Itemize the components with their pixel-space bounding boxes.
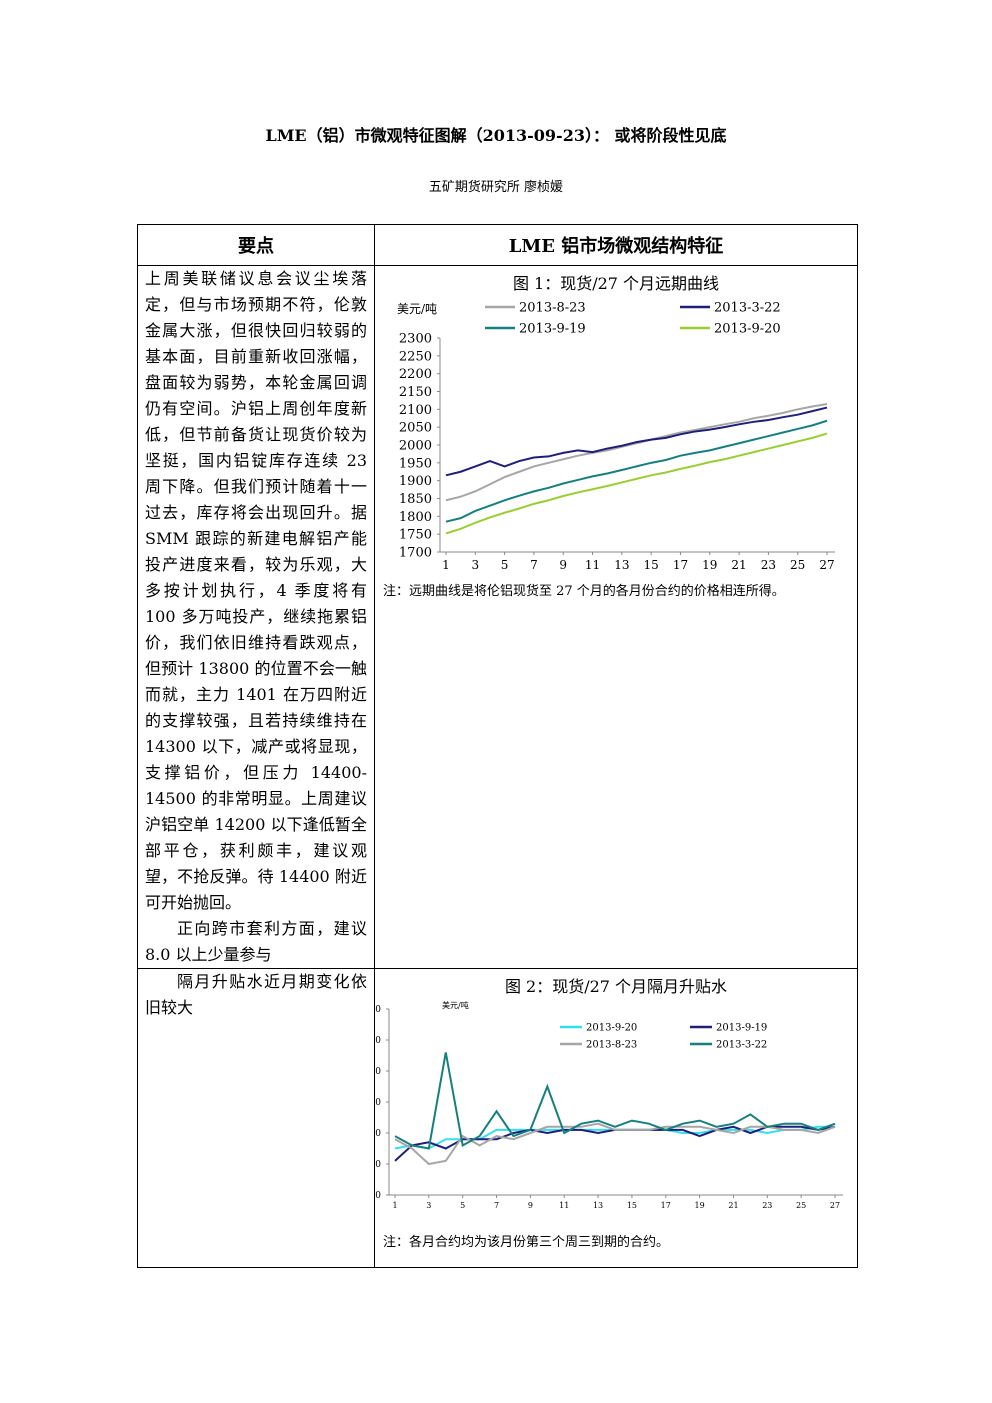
legend-label: 2013-8-23 (586, 1040, 637, 1051)
x-tick-label: 5 (460, 1201, 465, 1210)
y-tick-label: 20 (375, 1036, 381, 1046)
x-tick-label: 23 (761, 558, 776, 572)
x-tick-label: 27 (830, 1201, 840, 1210)
x-tick-label: 19 (702, 558, 717, 572)
series-line (445, 432, 828, 535)
y-tick-label: 1900 (399, 474, 432, 489)
y-tick-label: 2000 (399, 439, 432, 454)
paragraph: 隔月升贴水近月期变化依旧较大 (145, 972, 367, 1017)
y-tick-label: 10 (375, 1067, 381, 1077)
x-tick-label: 21 (728, 1201, 738, 1210)
y-tick-label: 2300 (399, 332, 432, 347)
y-tick-label: 1950 (399, 456, 432, 471)
figure-note: 注：各月合约均为该月份第三个周三到期的合约。 (383, 1235, 670, 1250)
x-tick-label: 23 (762, 1201, 772, 1210)
figure-title: 图 1：现货/27 个月远期曲线 (512, 274, 720, 293)
legend-label: 2013-3-22 (716, 1040, 767, 1051)
legend-label: 2013-9-20 (714, 322, 781, 337)
x-tick-label: 7 (494, 1201, 499, 1210)
series-line (445, 406, 828, 477)
x-tick-label: 3 (471, 558, 479, 572)
figure-title: 图 2：现货/27 个月隔月升贴水 (504, 977, 728, 996)
x-tick-label: 1 (392, 1201, 397, 1210)
y-tick-label: 1700 (399, 546, 432, 561)
y-tick-label: 1850 (399, 492, 432, 507)
y-tick-label: -20 (375, 1160, 381, 1170)
x-tick-label: 9 (559, 558, 567, 572)
legend-label: 2013-9-20 (586, 1023, 637, 1034)
cell: 图 2：现货/27 个月隔月升贴水 美元/吨-30-20-10010203013… (367, 968, 858, 1268)
cell: 图 1：现货/27 个月远期曲线 美元/吨 1700 1750 1800 1850 190… (374, 265, 858, 969)
x-tick-label: 3 (426, 1201, 431, 1210)
table-header: 要点 (137, 224, 375, 266)
series-line (394, 1052, 836, 1150)
x-tick-label: 19 (695, 1201, 705, 1210)
doc-title: LME（铝）市微观特征图解（2013-09-23）： 或将阶段性见底 (265, 126, 727, 145)
paragraph: 正向跨市套利方面，建议 8.0 以上少量参与 (145, 919, 367, 964)
y-tick-label: 2050 (399, 421, 432, 436)
x-tick-label: 25 (790, 558, 805, 572)
doc-author: 五矿期货研究所 廖桢媛 (428, 180, 564, 195)
series-line (445, 402, 828, 502)
legend-label: 2013-8-23 (519, 301, 586, 316)
x-tick-label: 15 (627, 1201, 637, 1210)
x-tick-label: 9 (528, 1201, 533, 1210)
y-tick-label: -10 (375, 1129, 381, 1139)
series-line (445, 419, 828, 523)
paragraph: 上周美联储议息会议尘埃落定，但与市场预期不符，伦敦金属大涨，但很快回归较弱的基本… (145, 269, 367, 912)
series-line (394, 1122, 836, 1166)
main-table: 要点 LME 铝市场微观结构特征 上周美联储议息会议尘埃落定，但与市场预期不符，伦… (137, 224, 858, 1268)
x-tick-label: 17 (661, 1201, 671, 1210)
y-tick-label: 2200 (399, 367, 432, 382)
x-tick-label: 25 (796, 1201, 806, 1210)
y-axis-unit: 美元/吨 (397, 302, 437, 316)
legend-label: 2013-9-19 (519, 322, 586, 337)
y-tick-label: 1800 (399, 510, 432, 525)
cell: 隔月升贴水近月期变化依旧较大 (137, 968, 375, 1268)
x-tick-label: 5 (501, 558, 509, 572)
y-tick-label: 2250 (399, 349, 432, 364)
y-tick-label: 2150 (399, 385, 432, 400)
x-tick-label: 7 (530, 558, 538, 572)
legend-label: 2013-9-19 (716, 1023, 767, 1034)
y-axis-unit: 美元/吨 (442, 1000, 469, 1010)
x-tick-label: 1 (442, 558, 450, 572)
chart: 美元/吨-30-20-10010203013579111315171921232… (367, 1000, 843, 1210)
figure-note: 注：远期曲线是将伦铝现货至 27 个月的各月份合约的价格相连所得。 (383, 584, 785, 599)
x-tick-label: 15 (644, 558, 659, 572)
chart: 美元/吨 1700 1750 1800 1850 1900 1950 2000 2050 2100… (397, 301, 835, 572)
x-tick-label: 17 (673, 558, 688, 572)
cell: 上周美联储议息会议尘埃落定，但与市场预期不符，伦敦金属大涨，但很快回归较弱的基本… (137, 265, 375, 969)
x-tick-label: 11 (585, 558, 600, 572)
x-tick-label: 11 (559, 1201, 569, 1210)
x-tick-label: 27 (819, 558, 834, 572)
y-tick-label: 30 (375, 1005, 381, 1015)
y-tick-label: 0 (375, 1098, 381, 1108)
x-tick-label: 13 (593, 1201, 603, 1210)
x-tick-label: 13 (614, 558, 629, 572)
y-tick-label: -30 (375, 1191, 381, 1201)
table-header: LME 铝市场微观结构特征 (374, 224, 858, 266)
y-tick-label: 1750 (399, 528, 432, 543)
legend-label: 2013-3-22 (714, 301, 781, 316)
y-tick-label: 2100 (399, 403, 432, 418)
x-tick-label: 21 (731, 558, 746, 572)
